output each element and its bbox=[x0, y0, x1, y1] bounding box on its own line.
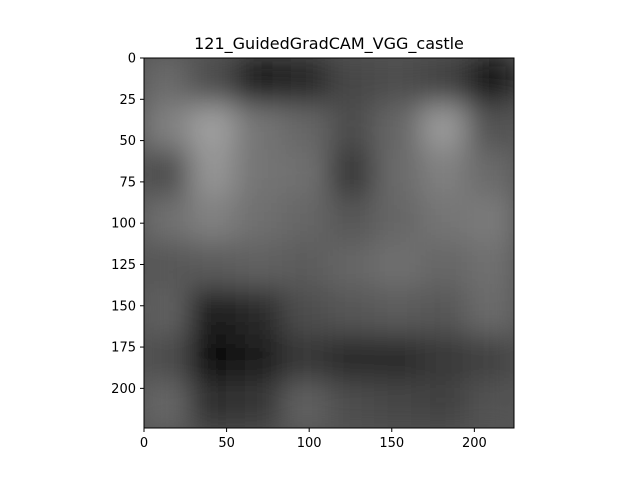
y-tick-label: 50 bbox=[119, 134, 136, 149]
heatmap-cell bbox=[328, 380, 377, 428]
heatmap-cell bbox=[281, 58, 330, 106]
heatmap-cell bbox=[374, 288, 423, 337]
heatmap-cell bbox=[189, 58, 238, 106]
x-tick-label: 0 bbox=[140, 436, 148, 451]
y-tick-label: 150 bbox=[111, 299, 136, 314]
heatmap-cell bbox=[466, 334, 514, 383]
x-axis: 0 50 100 150 200 bbox=[140, 428, 487, 451]
heatmap-cell bbox=[374, 195, 423, 244]
heatmap-cell bbox=[235, 288, 284, 337]
heatmap-cell bbox=[374, 380, 423, 428]
heatmap-cell bbox=[328, 288, 377, 337]
heatmap-cell bbox=[235, 103, 284, 152]
heatmap-cell bbox=[328, 195, 377, 244]
x-tick-label: 50 bbox=[218, 436, 235, 451]
heatmap-cell bbox=[144, 242, 192, 291]
heatmap-cell bbox=[466, 288, 514, 337]
heatmap-cell bbox=[144, 195, 192, 244]
heatmap-cell bbox=[144, 380, 192, 428]
heatmap-cell bbox=[281, 288, 330, 337]
heatmap-cells bbox=[144, 58, 514, 428]
heatmap-cell bbox=[420, 242, 469, 291]
plot-frame bbox=[143, 57, 515, 429]
heatmap-cell bbox=[144, 334, 192, 383]
heatmap-cell bbox=[144, 288, 192, 337]
x-tick-label: 200 bbox=[462, 436, 487, 451]
heatmap-cell bbox=[466, 58, 514, 106]
heatmap-cell bbox=[189, 103, 238, 152]
y-tick-label: 0 bbox=[128, 52, 136, 67]
heatmap-cell bbox=[466, 103, 514, 152]
heatmap-cell bbox=[189, 149, 238, 198]
heatmap-cell bbox=[374, 58, 423, 106]
heatmap-cell bbox=[189, 380, 238, 428]
heatmap-cell bbox=[235, 242, 284, 291]
chart-title: 121_GuidedGradCAM_VGG_castle bbox=[194, 34, 464, 54]
heatmap-cell bbox=[466, 380, 514, 428]
heatmap-cell bbox=[420, 380, 469, 428]
heatmap-cell bbox=[466, 195, 514, 244]
heatmap-cell bbox=[420, 195, 469, 244]
y-axis: 0 25 50 75 100 125 150 175 200 bbox=[111, 52, 144, 397]
heatmap-cell bbox=[189, 195, 238, 244]
y-tick-label: 25 bbox=[119, 93, 136, 108]
heatmap-cell bbox=[420, 334, 469, 383]
heatmap-cell bbox=[144, 103, 192, 152]
heatmap-cell bbox=[235, 149, 284, 198]
y-tick-label: 175 bbox=[111, 341, 136, 356]
y-tick-label: 100 bbox=[111, 217, 136, 232]
y-tick-label: 125 bbox=[111, 258, 136, 273]
heatmap-cell bbox=[420, 288, 469, 337]
heatmap-cell bbox=[374, 334, 423, 383]
heatmap-cell bbox=[420, 103, 469, 152]
heatmap-cell bbox=[235, 195, 284, 244]
heatmap-cell bbox=[281, 195, 330, 244]
heatmap-cell bbox=[281, 103, 330, 152]
heatmap-cell bbox=[328, 334, 377, 383]
x-tick-label: 150 bbox=[379, 436, 404, 451]
heatmap-cell bbox=[374, 103, 423, 152]
heatmap-cell bbox=[466, 149, 514, 198]
heatmap-cell bbox=[235, 334, 284, 383]
heatmap-cell bbox=[328, 103, 377, 152]
heatmap-cell bbox=[235, 58, 284, 106]
heatmap-cell bbox=[189, 288, 238, 337]
heatmap-cell bbox=[328, 58, 377, 106]
y-tick-label: 200 bbox=[111, 382, 136, 397]
heatmap-cell bbox=[235, 380, 284, 428]
heatmap-cell bbox=[281, 334, 330, 383]
heatmap-cell bbox=[420, 149, 469, 198]
heatmap-cell bbox=[328, 149, 377, 198]
x-tick-label: 100 bbox=[297, 436, 322, 451]
heatmap-cell bbox=[466, 242, 514, 291]
heatmap-cell bbox=[281, 242, 330, 291]
heatmap-cell bbox=[144, 58, 192, 106]
heatmap-image bbox=[144, 58, 514, 428]
y-tick-label: 75 bbox=[119, 175, 136, 190]
heatmap-cell bbox=[374, 149, 423, 198]
heatmap-cell bbox=[281, 380, 330, 428]
heatmap-cell bbox=[420, 58, 469, 106]
heatmap-cell bbox=[328, 242, 377, 291]
heatmap-cell bbox=[374, 242, 423, 291]
heatmap-cell bbox=[144, 149, 192, 198]
heatmap-cell bbox=[189, 334, 238, 383]
heatmap-cell bbox=[281, 149, 330, 198]
heatmap-cell bbox=[189, 242, 238, 291]
